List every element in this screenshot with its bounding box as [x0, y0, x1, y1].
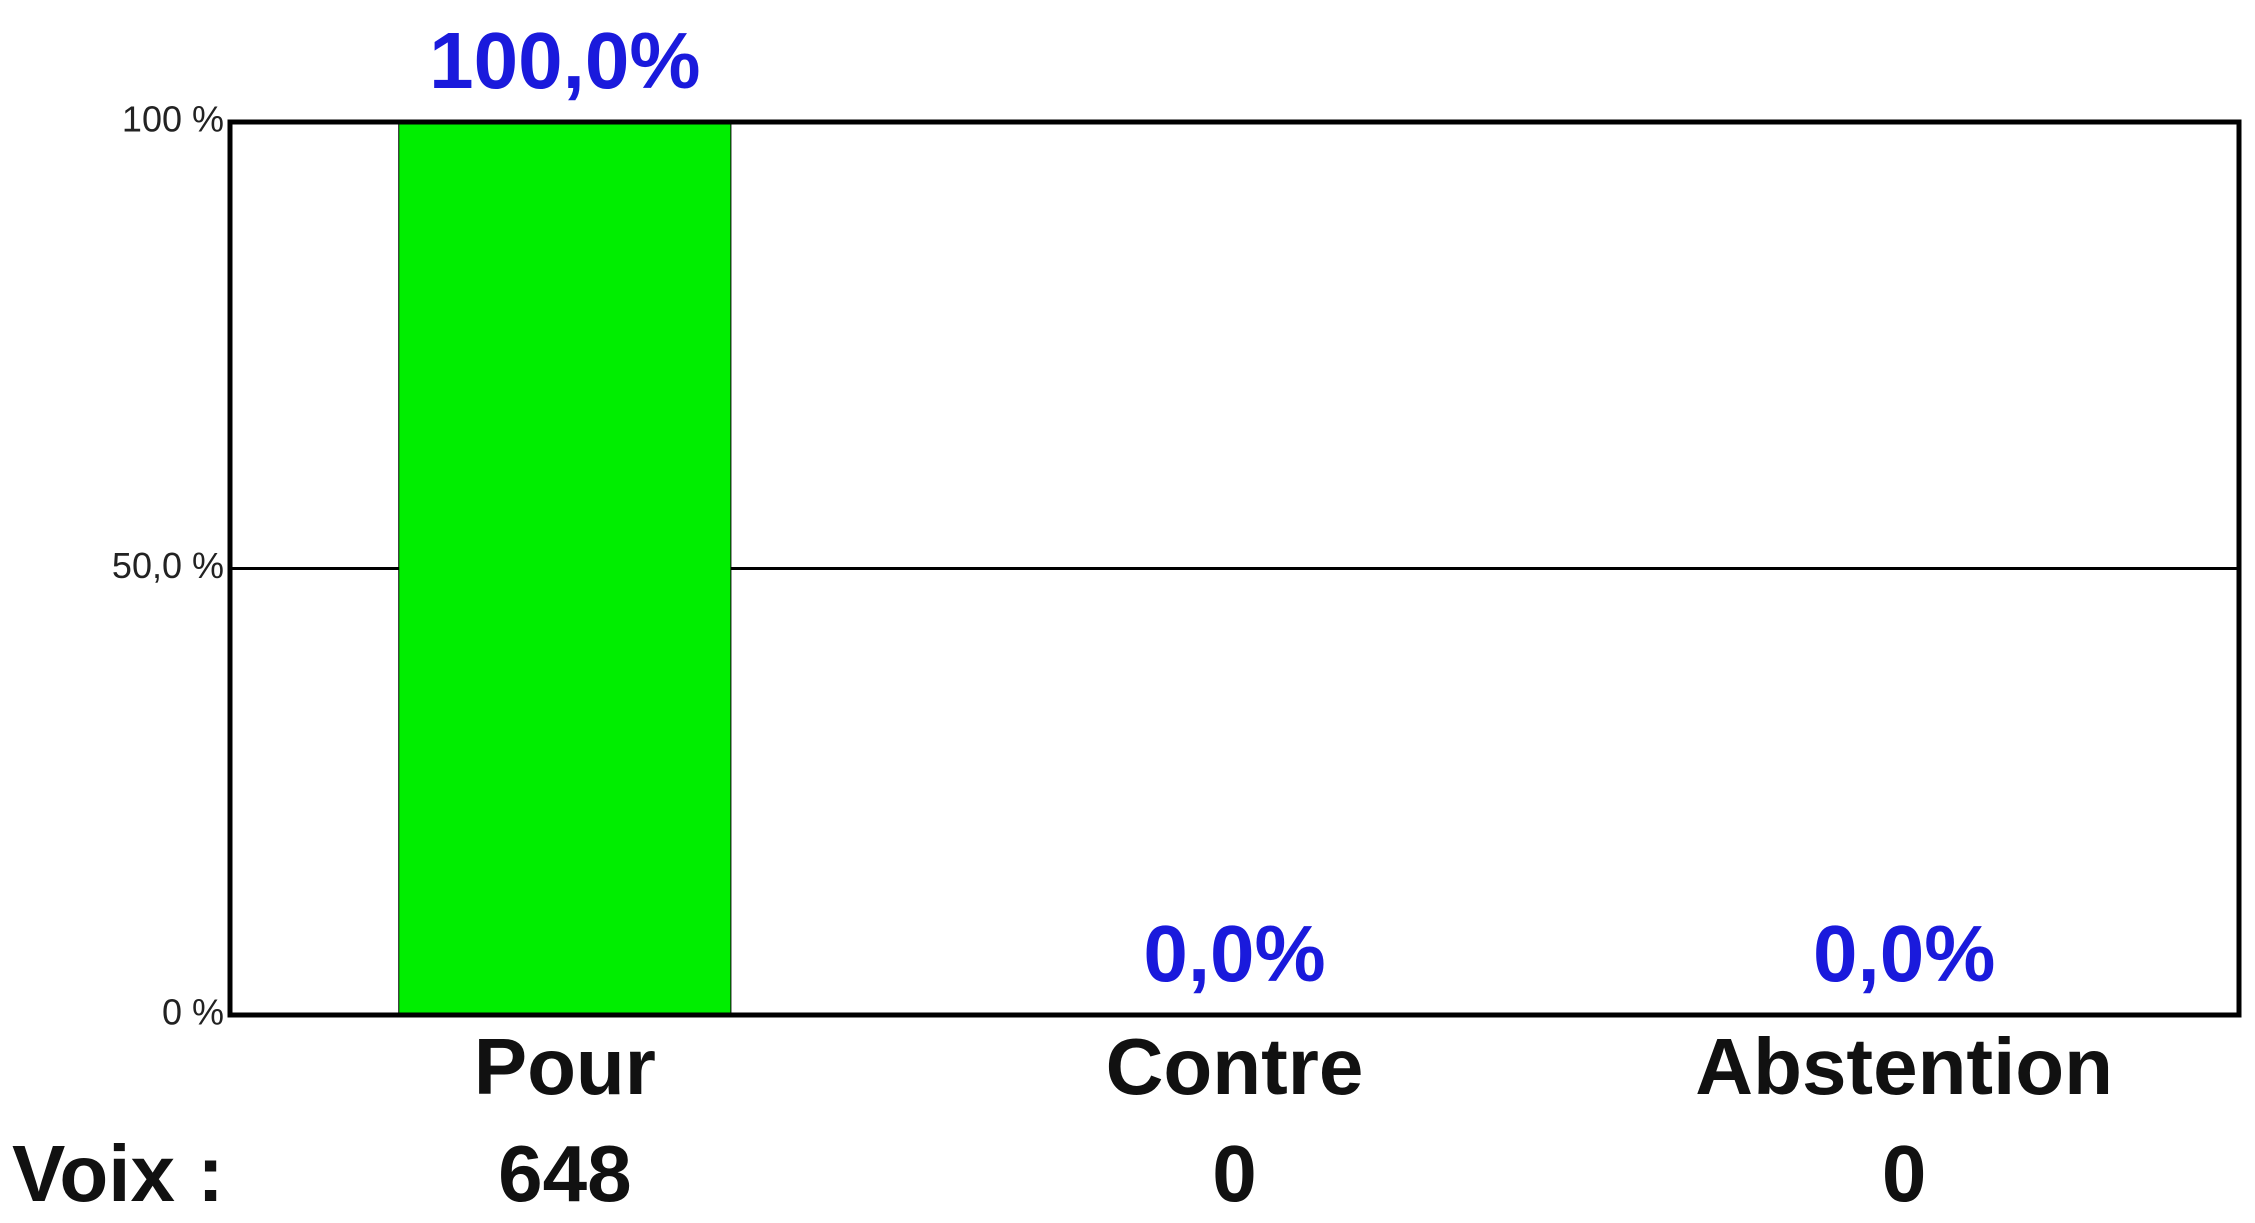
- votes-label: Voix :: [12, 1129, 224, 1218]
- vote-count: 648: [498, 1129, 631, 1218]
- vote-count: 0: [1882, 1129, 1927, 1218]
- x-tick-label: Pour: [474, 1022, 656, 1111]
- y-tick-label: 100 %: [122, 99, 224, 140]
- y-tick-label: 0 %: [162, 992, 224, 1033]
- x-tick-label: Contre: [1106, 1022, 1364, 1111]
- value-label: 0,0%: [1143, 909, 1325, 998]
- value-label: 0,0%: [1813, 909, 1995, 998]
- value-label: 100,0%: [429, 16, 700, 105]
- bar: [398, 121, 732, 1016]
- vote-count: 0: [1212, 1129, 1257, 1218]
- x-tick-label: Abstention: [1695, 1022, 2113, 1111]
- y-tick-label: 50,0 %: [112, 545, 224, 586]
- plot-frame: [227, 119, 2242, 1018]
